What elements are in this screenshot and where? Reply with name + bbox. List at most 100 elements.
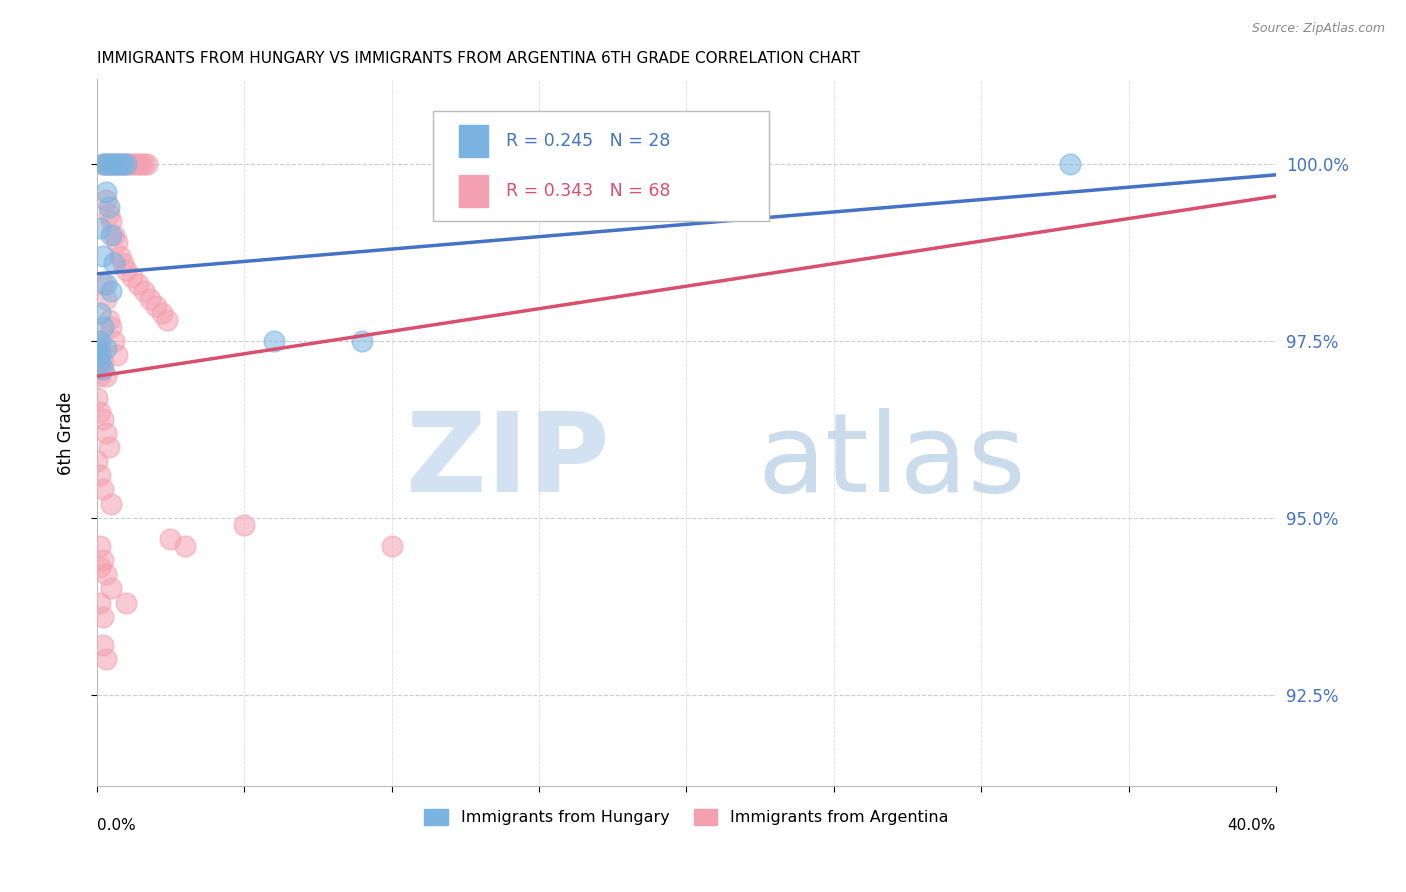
Point xyxy=(94,567,117,582)
Text: atlas: atlas xyxy=(758,408,1025,515)
Point xyxy=(91,157,114,171)
Point xyxy=(103,157,125,171)
Point xyxy=(89,362,111,376)
Point xyxy=(115,263,138,277)
Point xyxy=(94,157,117,171)
Text: ZIP: ZIP xyxy=(406,408,610,515)
Point xyxy=(150,306,173,320)
Point xyxy=(94,277,117,292)
Point xyxy=(121,157,143,171)
Point xyxy=(100,497,122,511)
Bar xyxy=(458,125,488,157)
Point xyxy=(156,312,179,326)
Point xyxy=(103,157,125,171)
Point xyxy=(132,285,155,299)
Point xyxy=(94,186,117,200)
Point xyxy=(127,157,149,171)
Point xyxy=(91,553,114,567)
Point xyxy=(86,341,108,355)
Point xyxy=(127,277,149,292)
Point xyxy=(118,157,141,171)
Point xyxy=(89,405,111,419)
Point xyxy=(145,299,167,313)
Point xyxy=(100,227,122,242)
Point xyxy=(89,355,111,369)
Text: 0.0%: 0.0% xyxy=(97,818,135,833)
Point xyxy=(89,341,111,355)
Point xyxy=(86,348,108,362)
Point xyxy=(86,454,108,468)
Point xyxy=(352,334,374,348)
Point xyxy=(94,157,117,171)
Point xyxy=(89,306,111,320)
Text: R = 0.245   N = 28: R = 0.245 N = 28 xyxy=(506,132,671,150)
Point xyxy=(91,157,114,171)
Point xyxy=(174,539,197,553)
Point xyxy=(112,157,135,171)
Point xyxy=(105,235,128,249)
Point xyxy=(110,249,132,263)
Point xyxy=(91,609,114,624)
Legend: Immigrants from Hungary, Immigrants from Argentina: Immigrants from Hungary, Immigrants from… xyxy=(418,802,955,831)
Point xyxy=(105,157,128,171)
Point xyxy=(129,157,152,171)
Point xyxy=(94,652,117,666)
Point xyxy=(115,596,138,610)
Point xyxy=(380,539,402,553)
Text: R = 0.343   N = 68: R = 0.343 N = 68 xyxy=(506,182,671,200)
Point xyxy=(124,157,146,171)
Point xyxy=(110,157,132,171)
Point xyxy=(100,157,122,171)
Point xyxy=(121,270,143,285)
Point xyxy=(89,560,111,574)
Point xyxy=(100,285,122,299)
Point xyxy=(115,157,138,171)
Point xyxy=(94,193,117,207)
Point xyxy=(97,157,120,171)
Point xyxy=(233,517,256,532)
Point xyxy=(105,157,128,171)
Point xyxy=(94,369,117,384)
Bar xyxy=(458,175,488,207)
Point xyxy=(91,638,114,652)
Point xyxy=(110,157,132,171)
FancyBboxPatch shape xyxy=(433,112,769,221)
Point xyxy=(103,334,125,348)
Text: IMMIGRANTS FROM HUNGARY VS IMMIGRANTS FROM ARGENTINA 6TH GRADE CORRELATION CHART: IMMIGRANTS FROM HUNGARY VS IMMIGRANTS FR… xyxy=(97,51,860,66)
Point xyxy=(105,348,128,362)
Point xyxy=(91,277,114,292)
Point xyxy=(139,292,162,306)
Point xyxy=(94,292,117,306)
Point xyxy=(91,362,114,376)
Point xyxy=(86,391,108,405)
Point xyxy=(100,214,122,228)
Point xyxy=(97,440,120,454)
Y-axis label: 6th Grade: 6th Grade xyxy=(58,392,75,475)
Point xyxy=(132,157,155,171)
Point xyxy=(94,425,117,440)
Point xyxy=(86,362,108,376)
Point xyxy=(89,539,111,553)
Point xyxy=(115,157,138,171)
Point xyxy=(100,582,122,596)
Text: 40.0%: 40.0% xyxy=(1227,818,1277,833)
Point xyxy=(159,532,181,546)
Point xyxy=(263,334,285,348)
Point xyxy=(91,483,114,497)
Point xyxy=(91,355,114,369)
Point xyxy=(100,319,122,334)
Point xyxy=(97,312,120,326)
Point xyxy=(112,157,135,171)
Point xyxy=(1059,157,1081,171)
Point xyxy=(86,334,108,348)
Point xyxy=(97,200,120,214)
Point xyxy=(89,348,111,362)
Point xyxy=(91,411,114,425)
Point xyxy=(103,256,125,270)
Point xyxy=(89,596,111,610)
Point xyxy=(91,319,114,334)
Point xyxy=(89,468,111,483)
Point xyxy=(112,256,135,270)
Point xyxy=(135,157,157,171)
Text: Source: ZipAtlas.com: Source: ZipAtlas.com xyxy=(1251,22,1385,36)
